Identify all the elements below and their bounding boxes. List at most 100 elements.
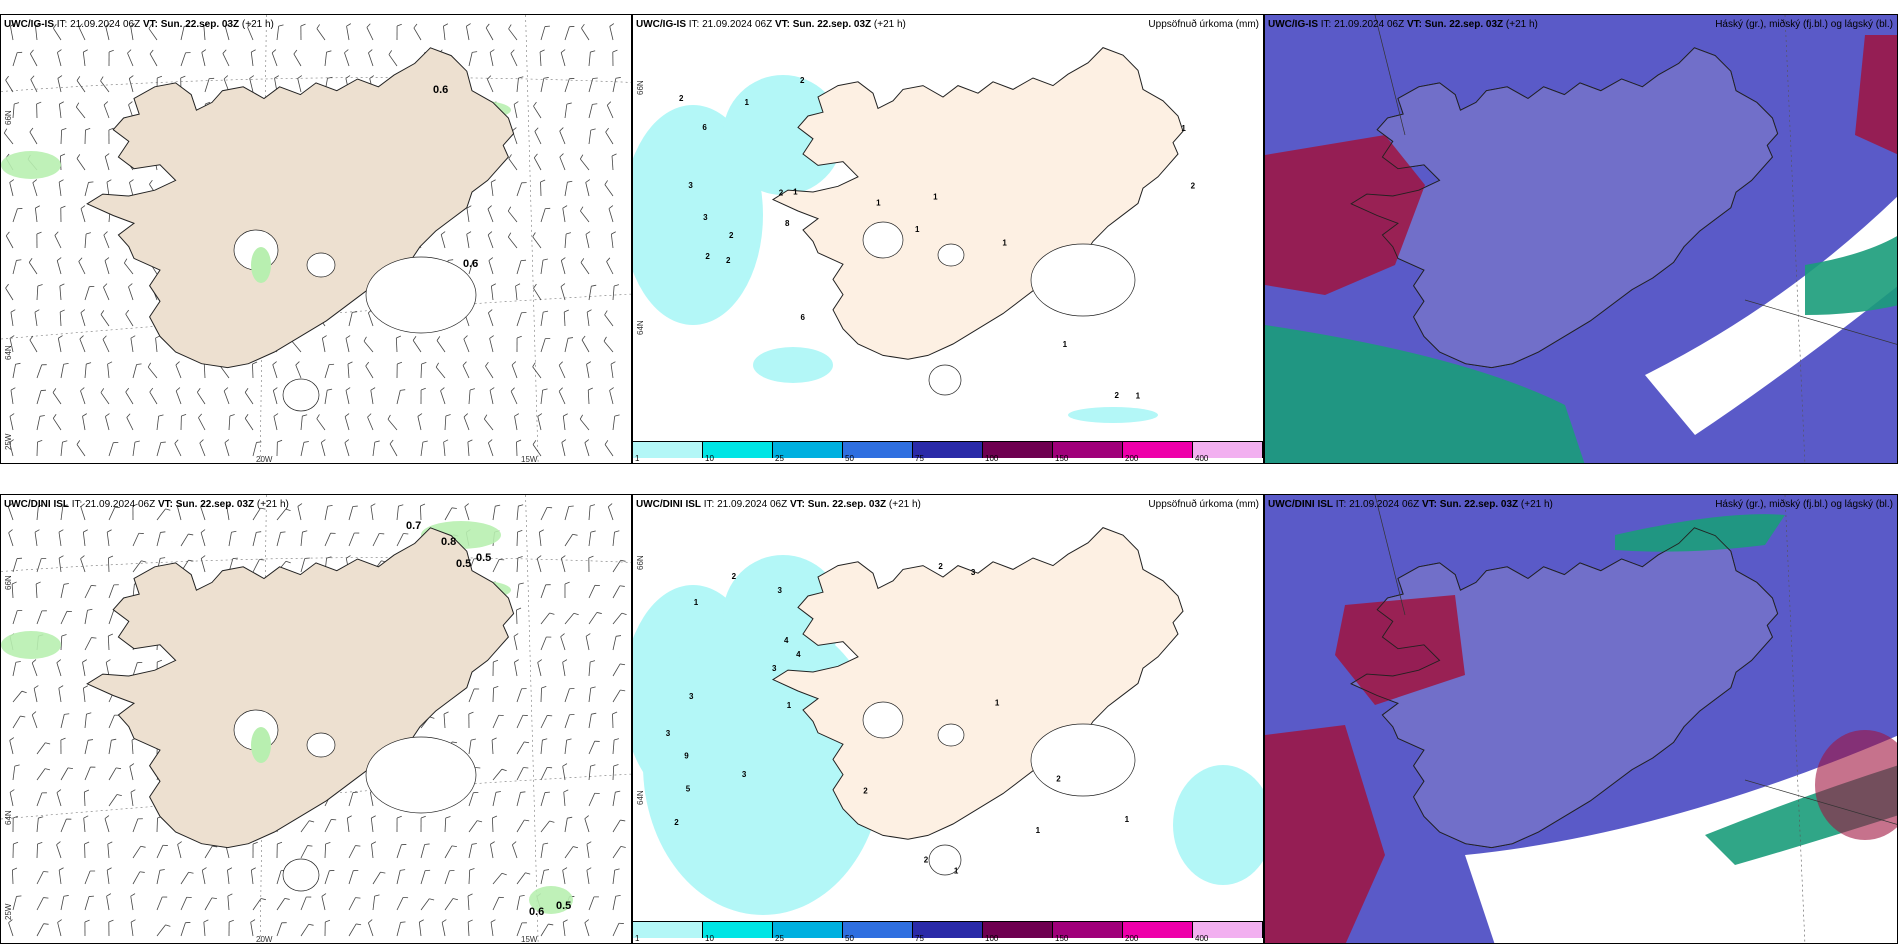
precip-value: 5 (686, 784, 691, 793)
wind-speed-label: 0.6 (433, 84, 448, 96)
wind-area (1, 151, 61, 179)
lat-label: 64N (4, 345, 13, 360)
high-cloud-area (1855, 35, 1897, 155)
glacier-shape (1030, 243, 1136, 317)
precip-value: 1 (876, 199, 881, 208)
panel-title: UWC/IG-IS IT: 21.09.2024 06Z VT: Sun. 22… (1268, 19, 1538, 30)
precip-value: 2 (863, 787, 868, 796)
high-cloud-area (1265, 725, 1385, 943)
colorbar-labels: 1 10 25 50 75 100 150 200 400 (633, 453, 1263, 463)
precip-value: 2 (1114, 391, 1119, 400)
colorbar-tick-label: 400 (1195, 454, 1209, 463)
cloud-map[interactable] (1265, 15, 1898, 464)
lat-label: 64N (636, 790, 645, 805)
precip-value: 3 (666, 729, 671, 738)
colorbar-segment (913, 442, 983, 458)
clear-sky-area (1465, 735, 1897, 943)
precip-value: 2 (800, 76, 805, 85)
precip-value: 2 (1056, 774, 1061, 783)
wind-speed-label: 0.5 (476, 552, 491, 564)
precip-value: 1 (1063, 340, 1068, 349)
lat-label: 25W (4, 903, 13, 920)
mid-cloud-over-land (1351, 527, 1778, 848)
glacier-shape (928, 364, 962, 396)
panel-title: UWC/DINI ISL IT: 21.09.2024 06Z VT: Sun.… (636, 499, 921, 510)
precip-area (723, 75, 843, 195)
precip-value: 8 (785, 219, 790, 228)
colorbar-segment (1193, 442, 1263, 458)
precip-map[interactable]: 2 3 1 4 3 3 9 5 4 3 3 2 2 1 1 2 1 1 2 2 1 3 (633, 495, 1264, 925)
glacier-shape (862, 701, 904, 739)
wind-speed-label: 0.5 (556, 900, 571, 912)
precip-value: 1 (954, 867, 959, 876)
colorbar-tick-label: 50 (845, 454, 854, 463)
iceland-land (86, 47, 515, 369)
precip-value: 3 (971, 568, 976, 577)
precip-value: 1 (995, 698, 1000, 707)
colorbar-tick-label: 75 (915, 934, 924, 943)
lat-label: 25W (4, 433, 13, 450)
cloud-map[interactable] (1265, 495, 1898, 944)
colorbar-tick-label: 25 (775, 934, 784, 943)
lat-label: 66N (636, 555, 645, 570)
colorbar-tick-label: 25 (775, 454, 784, 463)
precip-area (1173, 765, 1263, 885)
glacier-shape (306, 732, 336, 758)
wind-map[interactable]: 0.70.80.5 0.50.6 0.5 (1, 495, 632, 944)
precip-value: 2 (938, 562, 943, 571)
wind-speed-label: 0.7 (406, 520, 421, 532)
precip-value: 4 (796, 650, 801, 659)
boundary-line (1744, 779, 1897, 825)
wind-speed-label: 0.6 (463, 258, 478, 270)
precip-value: 1 (1136, 391, 1141, 400)
panel-title: UWC/DINI ISL IT: 21.09.2024 06Z VT: Sun.… (4, 499, 289, 510)
precip-value: 2 (705, 252, 710, 261)
high-cloud-area (1335, 595, 1465, 705)
panel-cloud-dini: UWC/DINI ISL IT: 21.09.2024 06Z VT: Sun.… (1264, 494, 1898, 944)
colorbar-segment (633, 442, 703, 458)
precip-area (1068, 407, 1158, 423)
colorbar-tick-label: 150 (1055, 934, 1069, 943)
colorbar-segment (1193, 922, 1263, 938)
precip-value: 2 (1191, 181, 1196, 190)
lon-label: 20W (256, 455, 273, 464)
colorbar-segment (633, 922, 703, 938)
iceland-land (86, 527, 515, 849)
glacier-shape (365, 736, 477, 814)
lon-label: 15W (521, 935, 538, 944)
glacier-shape (1030, 723, 1136, 797)
precip-value: 3 (688, 181, 693, 190)
colorbar-tick-label: 100 (985, 454, 999, 463)
precip-value: 3 (772, 664, 777, 673)
precip-value: 2 (732, 572, 737, 581)
colorbar-segment (773, 922, 843, 938)
wind-map[interactable]: 0.6 0.6 (1, 15, 632, 464)
precip-value: 1 (694, 598, 699, 607)
wind-area (251, 727, 271, 763)
high-cloud-area (1815, 730, 1897, 840)
precip-value: 1 (793, 188, 798, 197)
panel-right-title: Háský (gr.), miðský (fj.bl.) og lágský (… (1715, 19, 1893, 30)
precip-value: 1 (787, 701, 792, 710)
lat-label: 64N (636, 320, 645, 335)
lat-label: 66N (636, 80, 645, 95)
colorbar-labels: 1 10 25 50 75 100 150 200 400 (633, 933, 1263, 943)
panel-wind-dini: UWC/DINI ISL IT: 21.09.2024 06Z VT: Sun.… (0, 494, 632, 944)
panel-right-title: Uppsöfnuð úrkoma (mm) (1148, 499, 1259, 510)
colorbar-segment (1053, 922, 1123, 938)
colorbar-segment (1053, 442, 1123, 458)
wind-speed-label: 0.8 (441, 536, 456, 548)
precip-value: 2 (779, 189, 784, 198)
iceland-outline (1350, 47, 1779, 369)
colorbar-segment (1123, 922, 1193, 938)
colorbar-segment (983, 922, 1053, 938)
iceland-land (771, 527, 1184, 840)
iceland-land (771, 47, 1184, 360)
precip-value: 3 (689, 692, 694, 701)
precip-value: 1 (915, 225, 920, 234)
boundary-line (1374, 15, 1406, 136)
colorbar-tick-label: 1 (635, 934, 640, 943)
iceland-outline (1350, 527, 1779, 849)
lon-label: 15W (521, 455, 538, 464)
